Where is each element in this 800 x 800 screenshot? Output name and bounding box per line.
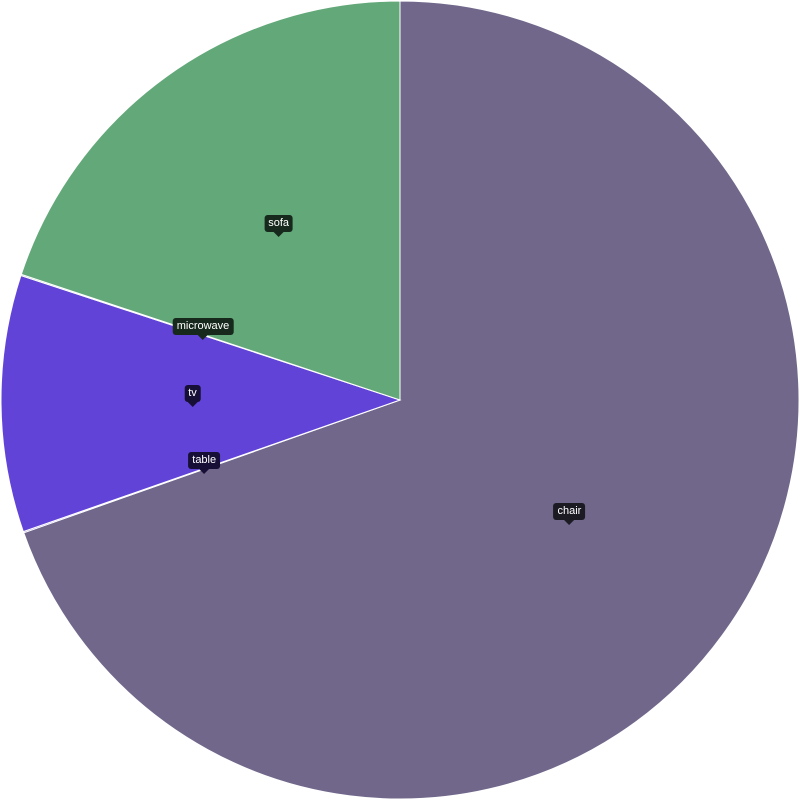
pie-slice-sofa[interactable]	[20, 0, 401, 401]
pie-slice-chair[interactable]	[23, 0, 800, 800]
pie-slice-tv[interactable]	[0, 274, 402, 533]
